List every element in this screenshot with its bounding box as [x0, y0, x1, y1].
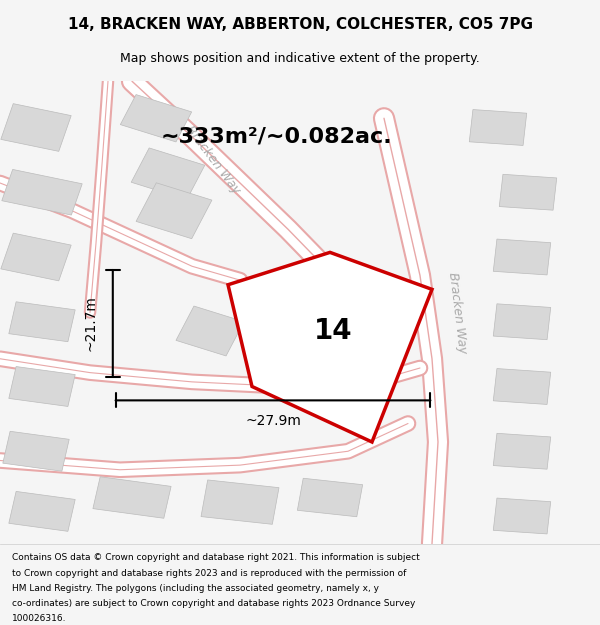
- Text: 14: 14: [314, 317, 352, 345]
- Polygon shape: [493, 369, 551, 404]
- Polygon shape: [1, 233, 71, 281]
- Polygon shape: [1, 104, 71, 151]
- Text: Bracken Way: Bracken Way: [183, 123, 243, 196]
- Text: ~21.7m: ~21.7m: [83, 296, 97, 351]
- Text: Bracken Way: Bracken Way: [446, 271, 469, 354]
- Polygon shape: [493, 498, 551, 534]
- Polygon shape: [499, 174, 557, 210]
- Text: 100026316.: 100026316.: [12, 614, 67, 622]
- Polygon shape: [131, 148, 205, 199]
- Text: ~27.9m: ~27.9m: [245, 414, 301, 428]
- Polygon shape: [93, 477, 171, 518]
- Polygon shape: [298, 478, 362, 517]
- Text: 14, BRACKEN WAY, ABBERTON, COLCHESTER, CO5 7PG: 14, BRACKEN WAY, ABBERTON, COLCHESTER, C…: [67, 17, 533, 32]
- Polygon shape: [228, 253, 432, 442]
- Polygon shape: [9, 366, 75, 406]
- Text: ~333m²/~0.082ac.: ~333m²/~0.082ac.: [160, 127, 392, 147]
- Text: Map shows position and indicative extent of the property.: Map shows position and indicative extent…: [120, 52, 480, 65]
- Polygon shape: [493, 304, 551, 340]
- Polygon shape: [9, 491, 75, 531]
- Text: Contains OS data © Crown copyright and database right 2021. This information is : Contains OS data © Crown copyright and d…: [12, 554, 420, 562]
- Polygon shape: [493, 433, 551, 469]
- Polygon shape: [176, 306, 244, 356]
- Polygon shape: [2, 169, 82, 215]
- Text: co-ordinates) are subject to Crown copyright and database rights 2023 Ordnance S: co-ordinates) are subject to Crown copyr…: [12, 599, 415, 608]
- Text: HM Land Registry. The polygons (including the associated geometry, namely x, y: HM Land Registry. The polygons (includin…: [12, 584, 379, 592]
- Polygon shape: [3, 431, 69, 471]
- Polygon shape: [121, 94, 191, 142]
- Text: to Crown copyright and database rights 2023 and is reproduced with the permissio: to Crown copyright and database rights 2…: [12, 569, 406, 578]
- Polygon shape: [201, 480, 279, 524]
- Polygon shape: [469, 109, 527, 146]
- Polygon shape: [136, 182, 212, 239]
- Polygon shape: [9, 302, 75, 342]
- Polygon shape: [493, 239, 551, 275]
